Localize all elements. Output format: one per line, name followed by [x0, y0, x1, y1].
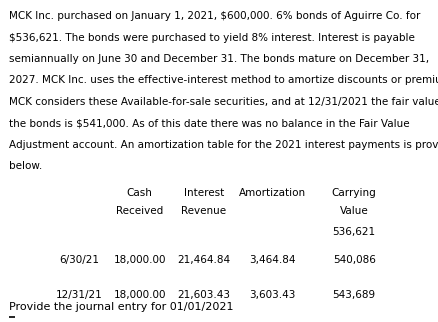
Text: the bonds is $541,000. As of this date there was no balance in the Fair Value: the bonds is $541,000. As of this date t…	[9, 118, 409, 128]
Text: 540,086: 540,086	[333, 255, 376, 265]
Text: MCK Inc. purchased on January 1, 2021, $600,000. 6% bonds of Aguirre Co. for: MCK Inc. purchased on January 1, 2021, $…	[9, 11, 420, 21]
Text: below.: below.	[9, 161, 42, 171]
Text: Interest: Interest	[184, 188, 224, 198]
Text: 21,603.43: 21,603.43	[177, 290, 230, 300]
Text: 18,000.00: 18,000.00	[113, 290, 166, 300]
Text: Provide the journal entry for 01/01/2021: Provide the journal entry for 01/01/2021	[9, 302, 233, 312]
Text: 2027. MCK Inc. uses the effective-interest method to amortize discounts or premi: 2027. MCK Inc. uses the effective-intere…	[9, 75, 438, 85]
Text: Received: Received	[116, 206, 163, 216]
Text: 3,464.84: 3,464.84	[249, 255, 296, 265]
Text: Cash: Cash	[127, 188, 152, 198]
Text: 3,603.43: 3,603.43	[250, 290, 296, 300]
Text: Adjustment account. An amortization table for the 2021 interest payments is prov: Adjustment account. An amortization tabl…	[9, 140, 438, 150]
Text: 543,689: 543,689	[332, 290, 376, 300]
Text: Value: Value	[340, 206, 369, 216]
Text: Carrying: Carrying	[332, 188, 377, 198]
Text: 12/31/21: 12/31/21	[56, 290, 103, 300]
Text: MCK considers these Available-for-sale securities, and at 12/31/2021 the fair va: MCK considers these Available-for-sale s…	[9, 97, 438, 107]
Text: 21,464.84: 21,464.84	[177, 255, 230, 265]
Text: Revenue: Revenue	[181, 206, 226, 216]
Text: 6/30/21: 6/30/21	[60, 255, 99, 265]
Text: 536,621: 536,621	[332, 227, 376, 237]
Text: semiannually on June 30 and December 31. The bonds mature on December 31,: semiannually on June 30 and December 31.…	[9, 54, 429, 64]
Text: $536,621. The bonds were purchased to yield 8% interest. Interest is payable: $536,621. The bonds were purchased to yi…	[9, 33, 414, 43]
Text: Amortization: Amortization	[239, 188, 306, 198]
Text: 18,000.00: 18,000.00	[113, 255, 166, 265]
